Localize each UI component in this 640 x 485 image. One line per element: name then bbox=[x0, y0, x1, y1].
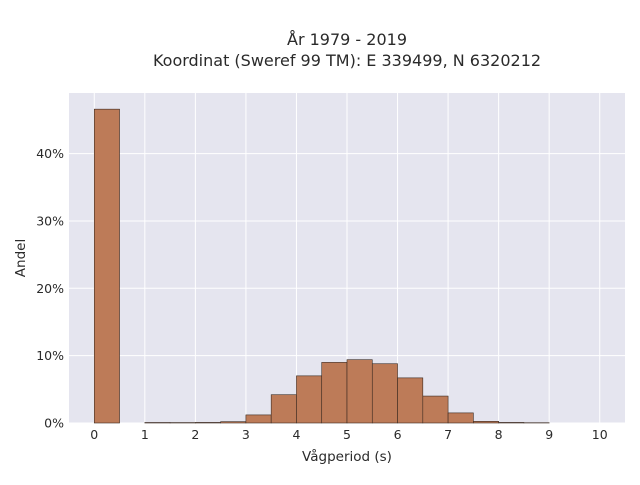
histogram-bar bbox=[246, 415, 271, 423]
y-tick-label: 0% bbox=[44, 416, 64, 431]
plot-area: 0 1 2 3 4 5 6 7 8 9 10 0% 10% 20% 30% 40% bbox=[36, 93, 625, 442]
x-tick-label: 10 bbox=[592, 427, 608, 442]
x-tick-label: 4 bbox=[292, 427, 300, 442]
histogram-bar bbox=[271, 395, 296, 423]
chart-subtitle: Koordinat (Sweref 99 TM): E 339499, N 63… bbox=[153, 51, 541, 70]
y-tick-label: 10% bbox=[36, 348, 64, 363]
y-axis-label: Andel bbox=[13, 239, 29, 277]
x-tick-label: 6 bbox=[394, 427, 402, 442]
histogram-bar bbox=[499, 422, 524, 423]
x-tick-label: 2 bbox=[191, 427, 199, 442]
x-tick-label: 8 bbox=[495, 427, 503, 442]
y-tick-label: 30% bbox=[36, 213, 64, 228]
histogram-bar bbox=[195, 422, 220, 423]
x-tick-label: 3 bbox=[242, 427, 250, 442]
x-tick-label: 5 bbox=[343, 427, 351, 442]
histogram-bar bbox=[448, 413, 473, 423]
y-tick-label: 40% bbox=[36, 146, 64, 161]
histogram-bar bbox=[372, 364, 397, 423]
histogram-bar bbox=[296, 376, 321, 423]
histogram-bar bbox=[423, 396, 448, 423]
x-tick-label: 0 bbox=[90, 427, 98, 442]
histogram-bar bbox=[221, 422, 246, 423]
x-tick-label: 9 bbox=[545, 427, 553, 442]
y-tick-label: 20% bbox=[36, 281, 64, 296]
histogram-bar bbox=[473, 421, 498, 423]
x-tick-label: 7 bbox=[444, 427, 452, 442]
chart-title: År 1979 - 2019 bbox=[287, 30, 407, 49]
histogram-bar bbox=[347, 360, 372, 423]
histogram-bar bbox=[322, 362, 347, 423]
histogram-bar bbox=[94, 109, 119, 423]
histogram-bar bbox=[398, 378, 423, 423]
x-axis-label: Vågperiod (s) bbox=[302, 448, 392, 465]
x-tick-label: 1 bbox=[141, 427, 149, 442]
